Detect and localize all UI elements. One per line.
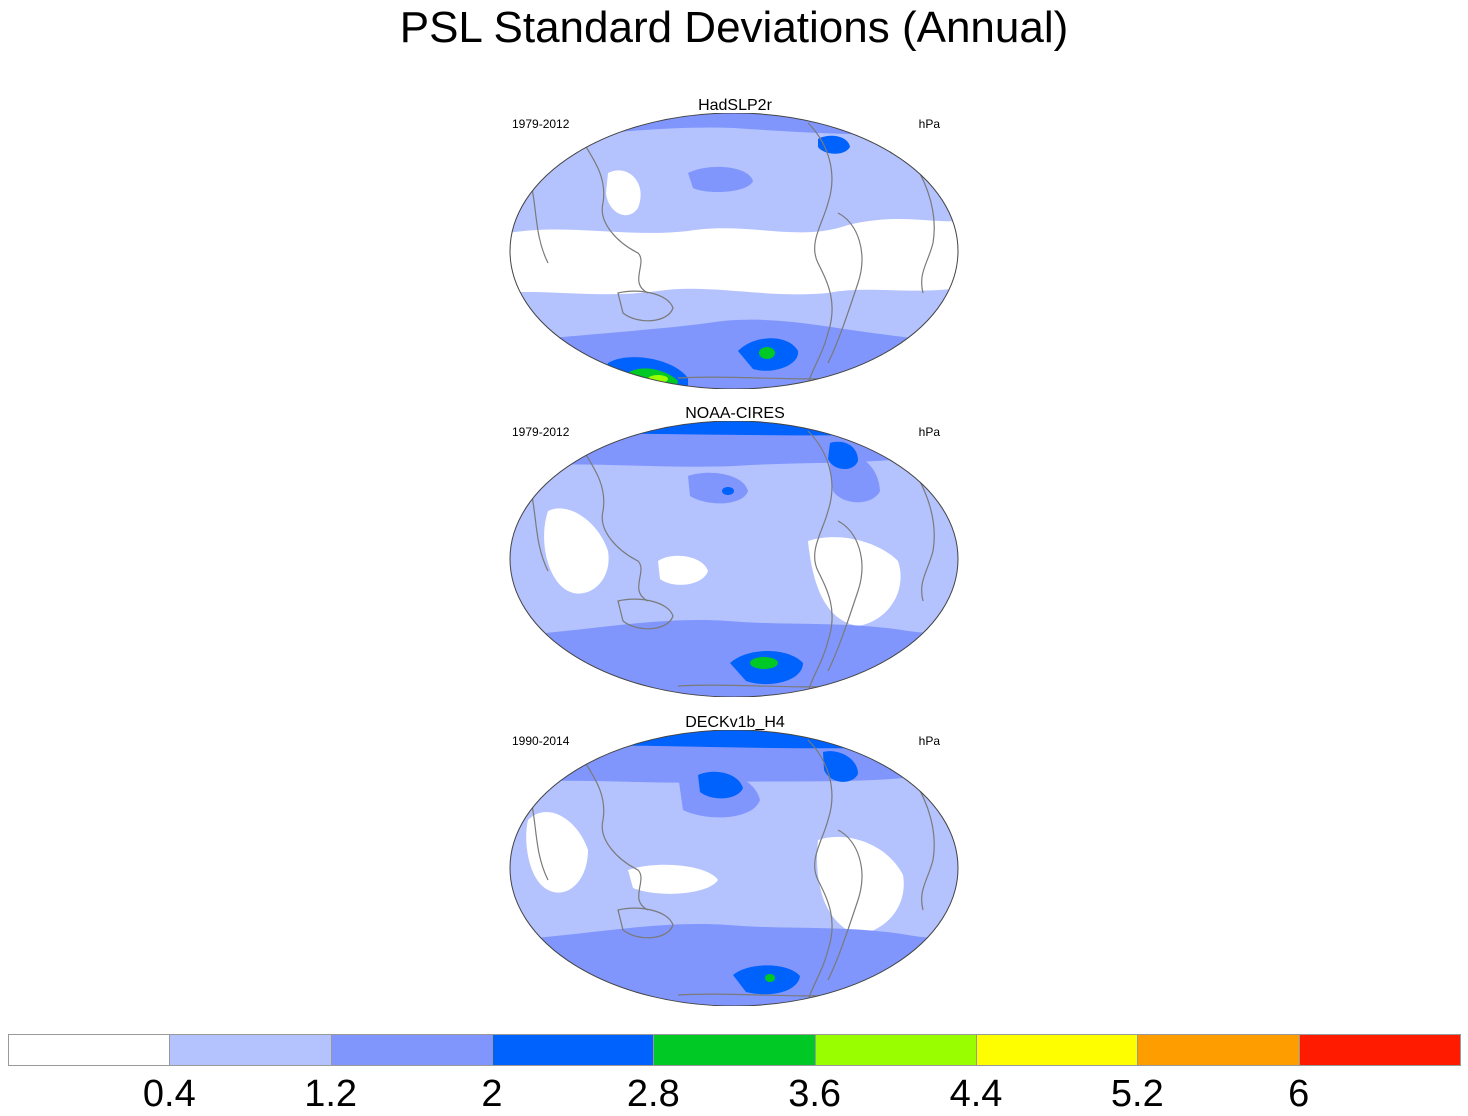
colorbar-box: [1137, 1034, 1300, 1066]
colorbar-tick-label: 3.6: [788, 1073, 842, 1115]
psl-stddev-map: [509, 113, 959, 389]
psl-stddev-map: [509, 730, 959, 1006]
main-title: PSL Standard Deviations (Annual): [399, 3, 1069, 52]
colorbar-box: [976, 1034, 1139, 1066]
panel-title: HadSLP2r: [698, 97, 772, 114]
field-level-2: [688, 166, 753, 193]
colorbar-tick-label: 2.8: [626, 1073, 680, 1115]
panel-title: NOAA-CIRES: [685, 405, 785, 422]
colorbar-tick-label: 5.2: [1110, 1073, 1164, 1115]
field-level-2: [510, 923, 958, 1006]
colorbar-box: [330, 1034, 493, 1066]
field-level-3: [510, 730, 958, 749]
colorbar-box: [492, 1034, 655, 1066]
field-level-0: [658, 555, 708, 585]
field-level-0: [628, 864, 718, 894]
field-level-2: [688, 472, 748, 504]
field-level-4: [759, 347, 775, 359]
map-panel-noaa-cires: NOAA-CIRES 1979-2012 hPa: [500, 405, 970, 697]
map-panel-hadslp2r: HadSLP2r 1979-2012 hPa: [500, 97, 970, 389]
colorbar-tick-label: 0.4: [142, 1073, 196, 1115]
coastline: [527, 122, 935, 384]
field-level-0: [526, 811, 588, 893]
field-level-0: [606, 170, 641, 216]
coastline: [527, 739, 935, 1001]
field-level-3: [698, 771, 743, 799]
field-level-3: [828, 441, 858, 470]
colorbar: [8, 1034, 1461, 1068]
panel-years: 1990-2014: [512, 734, 570, 748]
field-level-0: [510, 219, 958, 295]
panel-years: 1979-2012: [512, 425, 570, 439]
map-panel-deckv1b-h4: DECKv1b_H4 1990-2014 hPa: [500, 714, 970, 1006]
field-level-0: [544, 508, 609, 594]
colorbar-box: [169, 1034, 332, 1066]
field-level-3: [823, 751, 858, 782]
field-level-3: [722, 487, 734, 495]
field-level-4: [765, 974, 775, 982]
colorbar-box: [8, 1034, 171, 1066]
field-level-3: [510, 421, 958, 436]
psl-stddev-map: [509, 421, 959, 697]
colorbar-box: [653, 1034, 816, 1066]
field-level-0: [817, 836, 904, 935]
colorbar-tick-label: 6: [1288, 1073, 1310, 1115]
panel-units: hPa: [918, 734, 940, 748]
panel-title: DECKv1b_H4: [685, 714, 785, 731]
colorbar-tick-label: 1.2: [304, 1073, 358, 1115]
field-level-4: [750, 657, 778, 669]
colorbar-tick-label: 4.4: [949, 1073, 1003, 1115]
colorbar-tick-label: 2: [481, 1073, 503, 1115]
colorbar-box: [1298, 1034, 1461, 1066]
panel-years: 1979-2012: [512, 117, 570, 131]
colorbar-box: [814, 1034, 977, 1066]
panel-units: hPa: [918, 425, 940, 439]
panel-units: hPa: [918, 117, 940, 131]
